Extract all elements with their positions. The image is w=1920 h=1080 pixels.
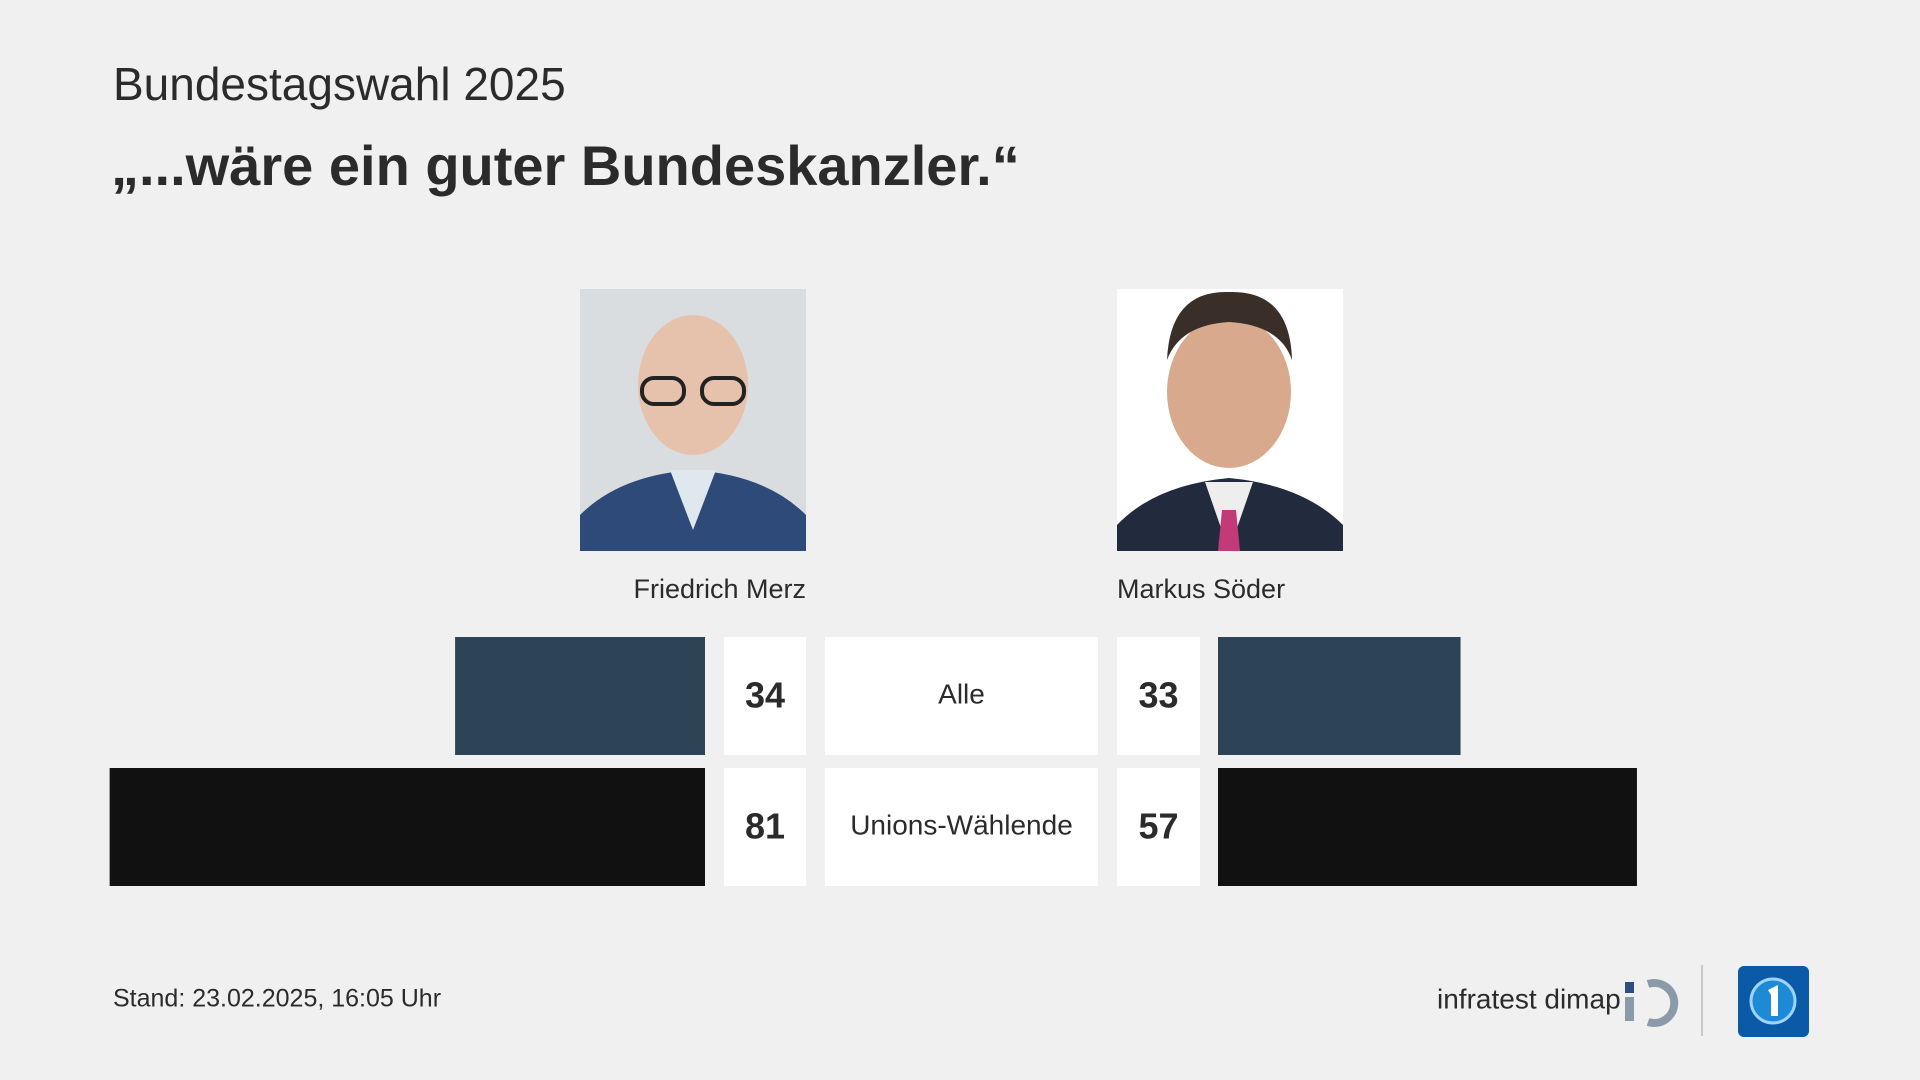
series-name: Markus Söder xyxy=(1117,574,1285,604)
bar xyxy=(455,637,705,755)
portrait xyxy=(580,289,806,551)
bar xyxy=(1218,768,1637,886)
category-box xyxy=(825,768,1098,886)
bar xyxy=(1218,637,1461,755)
value-box xyxy=(1117,768,1200,886)
source-logo: infratest dimap xyxy=(1437,983,1621,1014)
value-label: 33 xyxy=(1138,675,1178,716)
footer: Stand: 23.02.2025, 16:05 Uhr xyxy=(113,985,441,1013)
bar xyxy=(109,768,705,886)
chart-subtitle: „...wäre ein guter Bundeskanzler.“ xyxy=(111,134,1020,197)
logo-icon xyxy=(1625,979,1679,1027)
value-box xyxy=(724,637,806,755)
category-label: Unions-Wählende xyxy=(850,809,1073,840)
chart-title: Bundestagswahl 2025 xyxy=(113,58,566,110)
value-box xyxy=(724,768,806,886)
broadcaster-logo xyxy=(1738,966,1809,1037)
value-label: 34 xyxy=(745,675,785,716)
value-label: 81 xyxy=(745,806,785,847)
value-box xyxy=(1117,637,1200,755)
category-label: Alle xyxy=(938,678,985,709)
category-box xyxy=(825,637,1098,755)
value-label: 57 xyxy=(1138,806,1178,847)
series-name: Friedrich Merz xyxy=(633,574,806,604)
portrait xyxy=(1117,289,1343,551)
